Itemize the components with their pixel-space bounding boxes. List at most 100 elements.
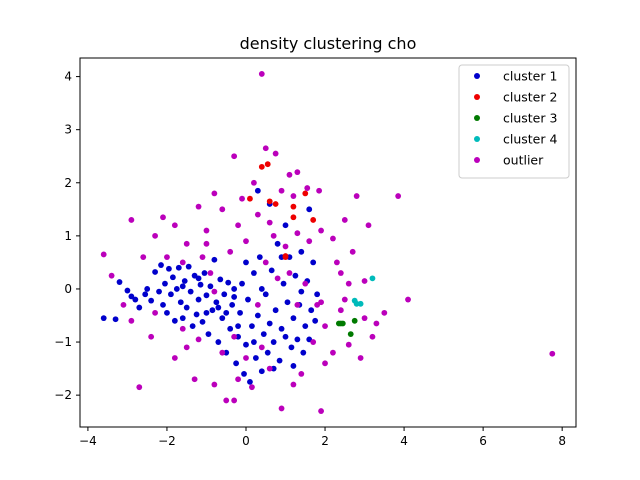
y-tick-label: −2 — [54, 388, 72, 402]
data-point — [333, 259, 340, 266]
data-point — [225, 279, 232, 286]
data-point — [223, 397, 230, 404]
legend-marker — [474, 115, 480, 121]
data-point — [365, 222, 372, 229]
data-point — [239, 280, 245, 287]
data-point — [195, 336, 202, 343]
data-point — [304, 185, 311, 191]
data-point — [239, 195, 245, 202]
data-point — [136, 384, 143, 391]
data-point — [405, 296, 411, 303]
data-point — [169, 274, 176, 281]
data-point — [357, 300, 364, 307]
x-tick-label: 4 — [400, 434, 408, 448]
data-point — [282, 333, 289, 340]
y-axis: −2 −1 0 1 2 3 4 — [54, 70, 80, 402]
data-point — [231, 153, 238, 160]
data-point — [148, 297, 155, 304]
y-tick-label: 3 — [64, 123, 72, 137]
data-point — [231, 397, 238, 404]
data-point — [294, 230, 301, 237]
data-point — [330, 235, 336, 242]
data-point — [337, 307, 344, 314]
data-point — [373, 320, 380, 327]
data-point — [243, 238, 249, 245]
data-point — [322, 360, 328, 367]
data-point — [353, 193, 360, 199]
data-point — [201, 270, 208, 276]
data-point — [254, 211, 261, 218]
data-point — [316, 187, 323, 194]
series-cluster-2 — [247, 161, 317, 260]
data-point — [330, 349, 336, 356]
data-point — [322, 323, 328, 330]
legend: cluster 1 cluster 2 cluster 3 cluster 4 outl… — [458, 64, 570, 179]
data-point — [270, 339, 277, 345]
data-point — [243, 259, 249, 266]
data-point — [310, 259, 317, 266]
y-tick-label: 4 — [64, 70, 72, 84]
data-point — [227, 325, 234, 332]
data-point — [345, 341, 352, 348]
data-point — [247, 378, 253, 385]
data-point — [302, 323, 309, 330]
data-point — [207, 270, 214, 276]
data-point — [100, 315, 107, 322]
data-point — [361, 315, 368, 322]
y-tick-label: 0 — [64, 282, 72, 296]
data-point — [168, 291, 174, 298]
data-point — [302, 190, 309, 197]
legend-marker — [474, 73, 480, 79]
data-point — [235, 323, 241, 330]
data-point — [189, 323, 196, 330]
data-point — [254, 312, 261, 319]
data-point — [171, 317, 178, 324]
data-point — [549, 350, 556, 357]
data-point — [183, 344, 190, 351]
data-point — [318, 299, 324, 306]
data-point — [160, 301, 166, 308]
data-point — [280, 280, 287, 287]
data-point — [361, 278, 368, 284]
data-point — [298, 288, 305, 295]
data-point — [197, 281, 204, 288]
data-point — [290, 203, 297, 210]
data-point — [203, 227, 210, 234]
data-point — [235, 222, 241, 229]
data-point — [100, 251, 107, 258]
data-point — [227, 248, 234, 255]
data-point — [351, 317, 358, 324]
data-point — [166, 265, 172, 272]
data-point — [341, 217, 348, 223]
data-point — [282, 222, 289, 229]
data-point — [231, 286, 238, 292]
data-point — [144, 286, 151, 292]
data-point — [179, 283, 186, 290]
legend-marker — [474, 157, 480, 163]
legend-label: cluster 2 — [503, 90, 557, 105]
data-point — [223, 309, 230, 316]
data-point — [258, 368, 265, 375]
data-point — [233, 360, 240, 367]
legend-box — [458, 64, 570, 179]
data-point — [254, 301, 261, 308]
data-point — [294, 169, 301, 176]
data-point — [252, 355, 259, 361]
chart-title: density clustering cho — [240, 34, 417, 53]
data-point — [290, 214, 297, 221]
data-point — [183, 304, 190, 311]
data-point — [286, 270, 293, 276]
data-point — [290, 193, 297, 199]
data-point — [203, 240, 210, 247]
data-point — [195, 203, 202, 210]
data-point — [258, 286, 265, 292]
data-point — [179, 259, 186, 266]
data-point — [258, 71, 265, 77]
series-cluster-4 — [351, 275, 376, 307]
data-point — [173, 286, 180, 292]
data-point — [260, 331, 267, 337]
data-point — [171, 222, 178, 229]
data-point — [191, 376, 198, 383]
data-point — [128, 217, 135, 223]
